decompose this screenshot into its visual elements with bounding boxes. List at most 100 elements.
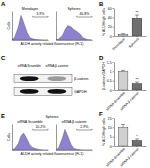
panel-4: D00.511.5siRNA ScramblesiRNA β-catenin**… (99, 55, 147, 112)
x-axis-title: ALDH activity related fluorescence (FL1) (21, 152, 84, 156)
y-axis: 0 20 40 60 (108, 7, 115, 39)
y-tick-label: 0 (110, 145, 112, 149)
error-bar (121, 125, 125, 128)
x-tick-label: Monolayer (112, 36, 127, 51)
y-tick-mark (113, 27, 115, 28)
lane-label: siRNA Scramble (18, 64, 41, 68)
plot-marks (56, 129, 92, 150)
y-tick-mark (113, 137, 115, 138)
axis-line (13, 150, 49, 151)
panel-7: F051015siRNA ScramblesiRNA β-catenin*% A… (99, 111, 147, 168)
y-tick: 0 (110, 145, 114, 149)
bar (132, 140, 142, 146)
bar (132, 83, 142, 90)
error-bar (121, 33, 125, 34)
bar (118, 127, 128, 146)
y-axis (56, 12, 57, 41)
panel-2: B0204060MonolayerSpheres**% ALDHhigh cel… (99, 1, 147, 51)
bar (132, 18, 142, 36)
x-axis (13, 40, 49, 41)
plot-marks (118, 125, 142, 146)
blot-strip (14, 74, 72, 82)
y-axis-title: % ALDHhigh cells (102, 118, 106, 146)
y-axis: 0 5 10 15 (108, 117, 115, 149)
panel-3: CsiRNA ScramblesiRNA β-cateninβ-cateninG… (1, 55, 89, 96)
panel-letter: A (1, 1, 6, 7)
histogram-area (56, 129, 92, 150)
y-axis (12, 12, 13, 41)
plot-marks (12, 133, 48, 150)
axis-line (114, 9, 115, 37)
bar (118, 71, 128, 90)
axis-line (115, 36, 147, 37)
y-tick-mark (113, 81, 115, 82)
axis-line (56, 125, 57, 151)
axis-line (115, 90, 147, 91)
error-bar (121, 70, 125, 72)
lane-label: siRNA β-catenin (45, 64, 68, 68)
y-tick-mark (113, 8, 115, 9)
y-tick-label: 5 (110, 135, 112, 139)
axis-line (12, 12, 13, 41)
y-tick: 0.5 (107, 79, 114, 83)
error-bar (135, 15, 139, 18)
plot-marks (118, 15, 142, 36)
histogram-area (12, 133, 48, 150)
row-label: β-catenin (74, 77, 89, 81)
y-tick-mark (113, 118, 115, 119)
x-tick: siRNA β-catenin (119, 146, 140, 168)
y-axis-title: Cells (7, 133, 11, 141)
y-tick-label: 1.5 (107, 61, 112, 65)
gate-percent: 10.2% (35, 125, 45, 129)
y-tick-label: 0 (110, 89, 112, 93)
significance: ** (135, 77, 139, 82)
x-tick-label: siRNA β-catenin (119, 147, 140, 168)
y-tick: 1 (110, 70, 114, 74)
axis-line (56, 12, 57, 41)
x-axis (57, 150, 93, 151)
panel-1: 40.8%Spheres (56, 7, 93, 41)
y-axis (56, 125, 57, 151)
y-axis-title: Cells (7, 21, 11, 29)
x-tick-label: siRNA β-catenin (119, 91, 140, 112)
error-bar (135, 139, 139, 140)
y-tick: 10 (108, 126, 114, 130)
figure: A3.9%MonolayerALDH activity related fluo… (0, 0, 150, 168)
x-tick: siRNA β-catenin (119, 90, 140, 112)
blot-band (47, 76, 66, 81)
y-tick: 1.5 (107, 61, 114, 65)
y-tick-mark (113, 90, 115, 91)
y-tick: 0 (110, 35, 114, 39)
panel-letter: D (99, 55, 104, 61)
y-tick-mark (113, 36, 115, 37)
axis-line (115, 146, 147, 147)
chart-title: Monolayer (22, 7, 39, 11)
y-tick-mark (113, 127, 115, 128)
y-tick-label: 60 (108, 7, 112, 11)
y-axis-title: % ALDHhigh cells (102, 8, 106, 36)
y-tick-label: 10 (108, 126, 112, 130)
blot-band (47, 89, 66, 94)
axis-line (114, 119, 115, 147)
x-axis: siRNA ScramblesiRNA β-catenin (105, 146, 146, 168)
y-tick-label: 1 (110, 70, 112, 74)
y-tick-label: 0 (110, 35, 112, 39)
x-tick: Monolayer (112, 36, 127, 51)
y-tick-label: 20 (108, 25, 112, 29)
chart-title: Spheres (67, 7, 80, 11)
y-tick: 5 (110, 135, 114, 139)
histogram-area (56, 26, 92, 41)
gate-percent: 2.9% (80, 125, 88, 129)
x-tick-label: Spheres (128, 37, 140, 49)
y-tick: 40 (108, 16, 114, 20)
blot-band (20, 76, 39, 81)
chart-subtitle: Spheres (45, 115, 58, 119)
plot-marks (56, 26, 92, 41)
axis-line (12, 125, 13, 151)
chart-title: siRNA β-catenin (61, 120, 86, 124)
y-tick-label: 15 (108, 117, 112, 121)
panel-6: 2.9%siRNA β-catenin (56, 120, 93, 151)
panel-letter: B (99, 1, 104, 7)
y-tick-mark (113, 146, 115, 147)
histogram-area (12, 15, 48, 40)
